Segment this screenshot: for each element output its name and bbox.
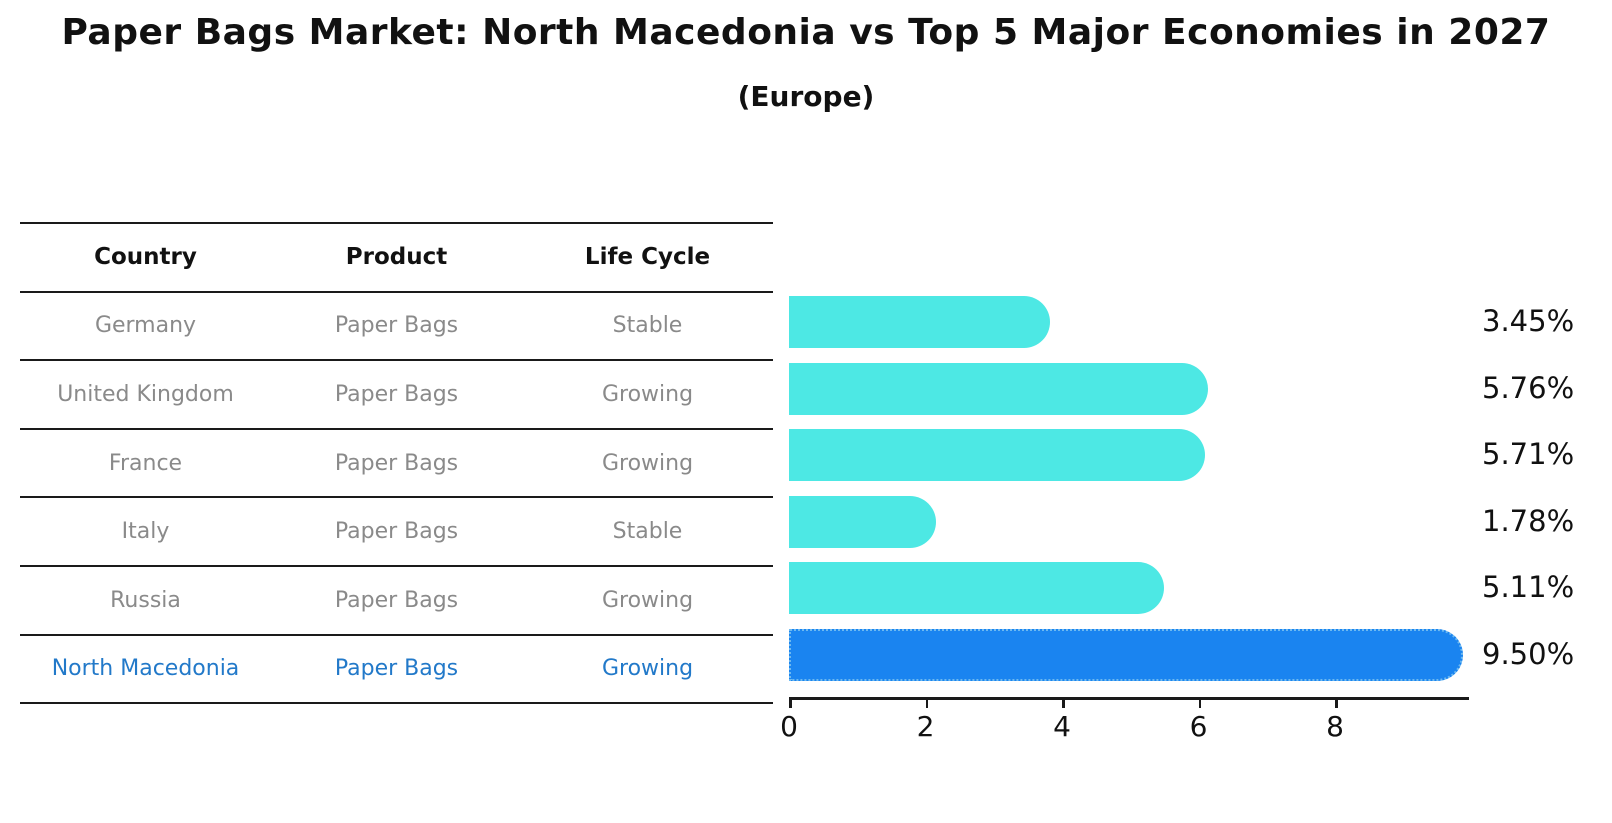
country-cell: France [108,450,183,476]
country-cell: Russia [110,587,181,613]
country-table: Country Product Life Cycle Germany Paper … [20,222,773,705]
table-row: United Kingdom Paper Bags Growing [20,361,773,430]
table-body: Germany Paper Bags Stable United Kingdom Pap… [20,293,773,705]
x-tick-label: 0 [780,710,798,743]
x-tick-label: 8 [1326,710,1344,743]
life-cycle-cell: Growing [601,656,694,682]
life-cycle-cell: Stable [612,313,683,339]
product-cell: Paper Bags [334,381,459,407]
table-row: France Paper Bags Growing [20,430,773,499]
life-cycle-cell: Growing [601,381,694,407]
bar-value-label: 5.76% [1482,370,1575,405]
bar [789,495,937,548]
product-cell: Paper Bags [334,587,459,613]
x-tick-label: 2 [916,710,935,743]
x-tick-mark [1335,699,1338,708]
bar-value-label: 9.50% [1482,636,1575,671]
table-row: Germany Paper Bags Stable [20,293,773,362]
table-row: Italy Paper Bags Stable [20,498,773,567]
header-country: Country [94,244,197,271]
x-tick-label: 4 [1053,710,1071,743]
product-cell: Paper Bags [334,519,459,545]
bar-highlight [789,628,1464,681]
page-subtitle: (Europe) [737,80,875,113]
x-tick-label: 6 [1189,710,1208,743]
header-product: Product [345,244,448,271]
life-cycle-cell: Stable [612,519,683,545]
country-cell: Germany [94,313,197,339]
country-cell: United Kingdom [57,381,234,407]
life-cycle-cell: Growing [601,450,694,476]
bar-value-label: 5.11% [1482,570,1575,605]
country-cell: North Macedonia [51,656,240,682]
life-cycle-cell: Growing [601,587,694,613]
page-title: Paper Bags Market: North Macedonia vs To… [61,12,1551,53]
table-row: Russia Paper Bags Growing [20,567,773,636]
bar [789,429,1205,482]
x-tick-mark [1062,699,1065,708]
bar [789,362,1209,415]
x-tick-mark [1198,699,1201,708]
bar [789,562,1164,615]
x-tick-mark [789,699,792,708]
x-axis-line [789,697,1469,700]
bar-value-label: 3.45% [1482,303,1575,338]
bar-plot [789,222,1479,697]
product-cell: Paper Bags [334,656,459,682]
product-cell: Paper Bags [334,313,459,339]
product-cell: Paper Bags [334,450,459,476]
x-tick-mark [925,699,928,708]
bar [789,295,1051,348]
country-cell: Italy [121,519,170,545]
table-header-row: Country Product Life Cycle [20,222,773,293]
bar-value-label: 1.78% [1482,503,1575,538]
header-lifecycle: Life Cycle [584,244,711,271]
bar-value-label: 5.71% [1482,437,1575,472]
table-row: North Macedonia Paper Bags Growing [20,636,773,705]
